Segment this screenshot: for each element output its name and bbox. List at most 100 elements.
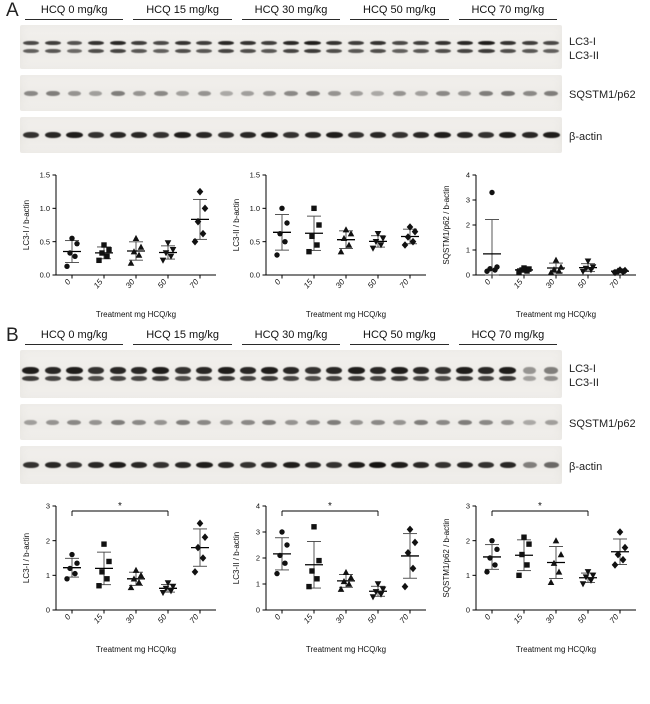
protein-band bbox=[87, 41, 104, 45]
protein-band bbox=[174, 376, 191, 381]
protein-band bbox=[348, 132, 365, 138]
svg-text:50: 50 bbox=[156, 612, 169, 625]
protein-band bbox=[456, 462, 473, 468]
protein-band bbox=[544, 90, 559, 96]
protein-band bbox=[23, 90, 38, 96]
protein-band bbox=[370, 419, 385, 425]
protein-band bbox=[110, 90, 125, 96]
blot-lane bbox=[302, 75, 324, 111]
blot-lane bbox=[172, 350, 194, 398]
protein-band bbox=[434, 132, 452, 138]
blot-lane bbox=[410, 75, 432, 111]
svg-text:30: 30 bbox=[544, 612, 557, 625]
blot-label-lc3-i: LC3-I bbox=[569, 36, 596, 49]
blot-lane bbox=[497, 117, 519, 153]
blot-lane bbox=[497, 446, 519, 484]
protein-band bbox=[434, 49, 451, 53]
blot-lane bbox=[150, 350, 172, 398]
protein-band bbox=[349, 419, 363, 425]
blot-lane bbox=[128, 75, 150, 111]
blot-lane bbox=[367, 404, 389, 440]
protein-band bbox=[523, 419, 537, 425]
protein-band bbox=[284, 90, 299, 96]
protein-band bbox=[131, 462, 148, 468]
protein-band bbox=[458, 90, 472, 96]
blot-lane bbox=[541, 75, 563, 111]
protein-band bbox=[499, 462, 516, 468]
svg-text:3: 3 bbox=[256, 528, 260, 537]
blot-lane bbox=[389, 404, 411, 440]
protein-band bbox=[24, 419, 38, 425]
protein-band bbox=[217, 376, 235, 381]
protein-band bbox=[284, 419, 298, 425]
protein-band bbox=[152, 376, 170, 381]
blot-lane bbox=[42, 75, 64, 111]
protein-band bbox=[67, 90, 81, 96]
svg-text:70: 70 bbox=[608, 277, 621, 290]
blot-lane bbox=[172, 75, 194, 111]
svg-text:30: 30 bbox=[544, 277, 557, 290]
protein-band bbox=[499, 376, 517, 381]
blot-label-lc3-ii: LC3-II bbox=[569, 377, 599, 389]
blot-lane bbox=[215, 446, 237, 484]
protein-band bbox=[174, 49, 191, 53]
protein-band bbox=[369, 462, 387, 468]
panel-a-blot-sqstm-row: SQSTM1/p62 bbox=[20, 75, 646, 117]
blot-lane bbox=[20, 75, 42, 111]
protein-band bbox=[262, 90, 276, 96]
protein-band bbox=[479, 90, 494, 96]
panel-b-blot-actin-row: β-actin bbox=[20, 446, 646, 490]
blot-lane bbox=[367, 117, 389, 153]
protein-band bbox=[176, 90, 190, 96]
blot-label-sqstm1-p62: SQSTM1/p62 bbox=[569, 89, 636, 102]
protein-band bbox=[413, 376, 430, 381]
protein-band bbox=[522, 462, 537, 468]
protein-band bbox=[369, 376, 386, 381]
protein-band bbox=[456, 41, 473, 45]
protein-band bbox=[391, 132, 408, 138]
blot-lane bbox=[541, 404, 563, 440]
protein-band bbox=[456, 49, 473, 53]
blot-lane bbox=[20, 117, 42, 153]
blot-lane bbox=[454, 446, 476, 484]
blot-lane bbox=[63, 446, 85, 484]
blot-lane bbox=[215, 75, 237, 111]
protein-band bbox=[174, 462, 191, 468]
protein-band bbox=[67, 419, 82, 425]
blot-lane bbox=[215, 117, 237, 153]
svg-text:0: 0 bbox=[466, 606, 470, 615]
blot-lane bbox=[432, 350, 454, 398]
protein-band bbox=[543, 462, 559, 468]
svg-text:15: 15 bbox=[92, 277, 105, 290]
blot-lane bbox=[63, 117, 85, 153]
protein-band bbox=[501, 419, 515, 425]
blot-lane bbox=[410, 350, 432, 398]
protein-band bbox=[348, 41, 365, 45]
svg-text:30: 30 bbox=[124, 612, 137, 625]
protein-band bbox=[391, 462, 409, 468]
group-label-hcq-0: HCQ 0 mg/kg bbox=[25, 329, 124, 345]
blot-lane bbox=[324, 446, 346, 484]
protein-band bbox=[195, 462, 213, 468]
protein-band bbox=[239, 132, 256, 138]
svg-text:1: 1 bbox=[466, 571, 470, 580]
svg-text:LC3-II / b-actin: LC3-II / b-actin bbox=[232, 532, 241, 584]
protein-band bbox=[65, 376, 83, 381]
protein-band bbox=[326, 367, 343, 374]
blot-lane bbox=[302, 446, 324, 484]
svg-text:LC3-II / b-actin: LC3-II / b-actin bbox=[232, 199, 241, 251]
group-label-hcq-15: HCQ 15 mg/kg bbox=[133, 329, 232, 345]
svg-text:50: 50 bbox=[156, 277, 169, 290]
panel-a-label: A bbox=[6, 0, 19, 21]
svg-text:Treatment mg HCQ/kg: Treatment mg HCQ/kg bbox=[306, 310, 386, 319]
protein-band bbox=[304, 41, 322, 45]
protein-band bbox=[413, 49, 430, 53]
protein-band bbox=[326, 41, 343, 45]
blot-lane bbox=[367, 446, 389, 484]
blot-lane bbox=[42, 404, 64, 440]
protein-band bbox=[44, 376, 61, 381]
svg-text:Treatment mg HCQ/kg: Treatment mg HCQ/kg bbox=[96, 310, 176, 319]
group-label-hcq-50: HCQ 50 mg/kg bbox=[350, 4, 449, 20]
blot-lane bbox=[237, 446, 259, 484]
blot-lane bbox=[519, 404, 541, 440]
